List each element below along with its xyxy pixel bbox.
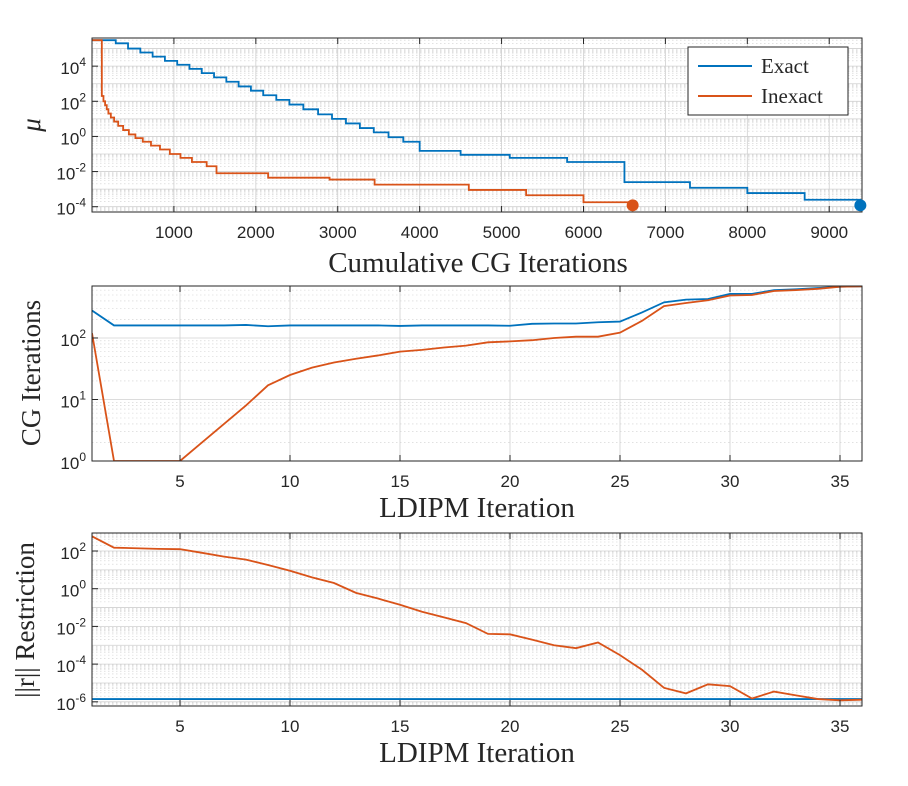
- y-tick-label: 10-4: [56, 653, 86, 676]
- x-tick-label: 30: [721, 472, 740, 491]
- x-tick-label: 10: [281, 717, 300, 736]
- x-tick-label: 20: [501, 472, 520, 491]
- end-marker-exact: [854, 199, 867, 212]
- y-tick-label: 10-2: [56, 615, 86, 638]
- y-tick-label: 102: [60, 327, 86, 350]
- legend-label-exact: Exact: [761, 54, 809, 78]
- x-tick-label: 30: [721, 717, 740, 736]
- x-tick-label: 5000: [483, 223, 521, 242]
- y-tick-label: 10-2: [56, 161, 86, 184]
- x-tick-label: 10: [281, 472, 300, 491]
- end-marker-inexact: [626, 199, 639, 212]
- y-tick-label: 101: [60, 388, 86, 411]
- x-tick-label: 5: [175, 472, 184, 491]
- chart-3: 5 10 15 20 25 30 35 102 100 10-2 10-4 10-6 LDIPM Ite…: [10, 532, 863, 769]
- series-line-inexact: [92, 39, 634, 206]
- grid: [92, 285, 862, 462]
- y-axis-label: CG Iterations: [16, 300, 46, 446]
- legend: Exact Inexact: [687, 46, 849, 116]
- x-tick-label: 5: [175, 717, 184, 736]
- y-tick-label: 100: [60, 578, 86, 601]
- x-tick-label: 25: [611, 717, 630, 736]
- chart-2: 5 10 15 20 25 30 35 102 101 100 LDIPM Iteration CG …: [16, 285, 863, 524]
- x-tick-label: 25: [611, 472, 630, 491]
- legend-box: [687, 46, 849, 116]
- series-line-exact: [92, 286, 862, 328]
- x-axis-label: LDIPM Iteration: [379, 737, 575, 769]
- axes-frame: [91, 532, 863, 707]
- x-tick-label: 15: [391, 472, 410, 491]
- x-tick-label: 1000: [155, 223, 193, 242]
- x-tick-label: 15: [391, 717, 410, 736]
- axes-frame: [91, 37, 863, 213]
- y-tick-label: 100: [60, 450, 86, 473]
- y-tick-label: 10-4: [56, 196, 86, 219]
- x-tick-label: 9000: [810, 223, 848, 242]
- chart-1: 1000 2000 3000 4000 5000 6000 7000 8000 9000 104 1…: [16, 37, 867, 279]
- y-tick-label: 102: [60, 540, 86, 563]
- x-axis-label: Cumulative CG Iterations: [328, 247, 628, 279]
- series-line-inexact: [92, 535, 862, 702]
- x-tick-label: 4000: [401, 223, 439, 242]
- y-tick-label: 102: [60, 90, 86, 113]
- axes-frame: [91, 285, 863, 462]
- y-tick-label: 104: [60, 55, 86, 78]
- x-tick-label: 8000: [728, 223, 766, 242]
- x-tick-label: 2000: [237, 223, 275, 242]
- y-axis-label: ||r|| Restriction: [10, 542, 40, 698]
- x-tick-label: 6000: [565, 223, 603, 242]
- series-line-exact: [92, 39, 862, 206]
- x-tick-label: 20: [501, 717, 520, 736]
- y-tick-label: 10-6: [56, 691, 86, 714]
- x-tick-label: 35: [831, 717, 850, 736]
- series-line-inexact: [92, 286, 862, 461]
- x-tick-label: 7000: [646, 223, 684, 242]
- y-axis-label: μ: [16, 118, 46, 133]
- y-tick-label: 100: [60, 125, 86, 148]
- x-tick-label: 3000: [319, 223, 357, 242]
- legend-label-inexact: Inexact: [761, 84, 823, 108]
- x-tick-label: 35: [831, 472, 850, 491]
- x-axis-label: LDIPM Iteration: [379, 492, 575, 524]
- grid: [92, 532, 862, 707]
